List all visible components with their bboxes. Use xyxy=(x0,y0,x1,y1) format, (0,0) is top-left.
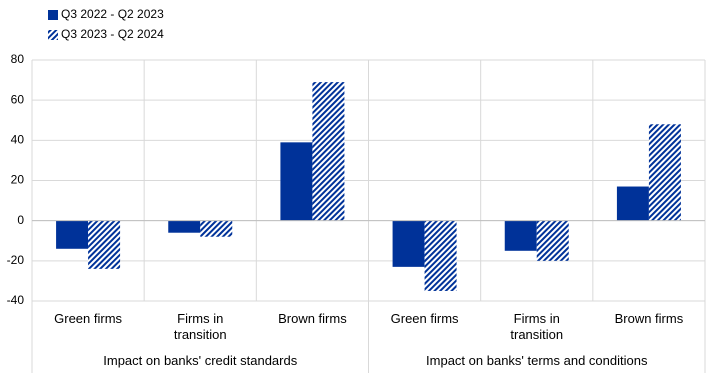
group-label: Impact on banks' terms and conditions xyxy=(426,353,648,368)
x-tick-label: Green firms xyxy=(54,311,123,326)
y-tick-label: -20 xyxy=(7,253,25,267)
group-label: Impact on banks' credit standards xyxy=(103,353,298,368)
x-tick-label: Brown firms xyxy=(278,311,347,326)
x-tick-label: Firms in transition xyxy=(510,311,564,342)
bar xyxy=(280,142,313,221)
legend-label: Q3 2023 - Q2 2024 xyxy=(61,27,164,41)
bar xyxy=(312,82,345,221)
bar xyxy=(648,124,681,221)
y-tick-label: 60 xyxy=(11,92,25,106)
bar xyxy=(424,220,457,291)
x-tick-label: Brown firms xyxy=(614,311,684,326)
legend-label: Q3 2022 - Q2 2023 xyxy=(61,7,164,21)
y-tick-label: 80 xyxy=(11,52,25,66)
y-tick-label: 0 xyxy=(17,213,24,227)
bar xyxy=(200,220,233,237)
bar xyxy=(56,220,89,249)
bar xyxy=(536,220,569,261)
bar xyxy=(616,186,649,221)
bar xyxy=(504,220,537,251)
bar xyxy=(88,220,121,269)
legend-swatch xyxy=(48,30,58,40)
bar xyxy=(168,220,201,233)
y-tick-label: 20 xyxy=(11,173,25,187)
legend-swatch xyxy=(48,10,58,20)
bar xyxy=(392,220,425,267)
y-tick-label: -40 xyxy=(7,293,25,307)
y-tick-label: 40 xyxy=(11,133,25,147)
x-tick-label: Green firms xyxy=(390,311,459,326)
x-tick-label: Firms in transition xyxy=(173,311,227,342)
